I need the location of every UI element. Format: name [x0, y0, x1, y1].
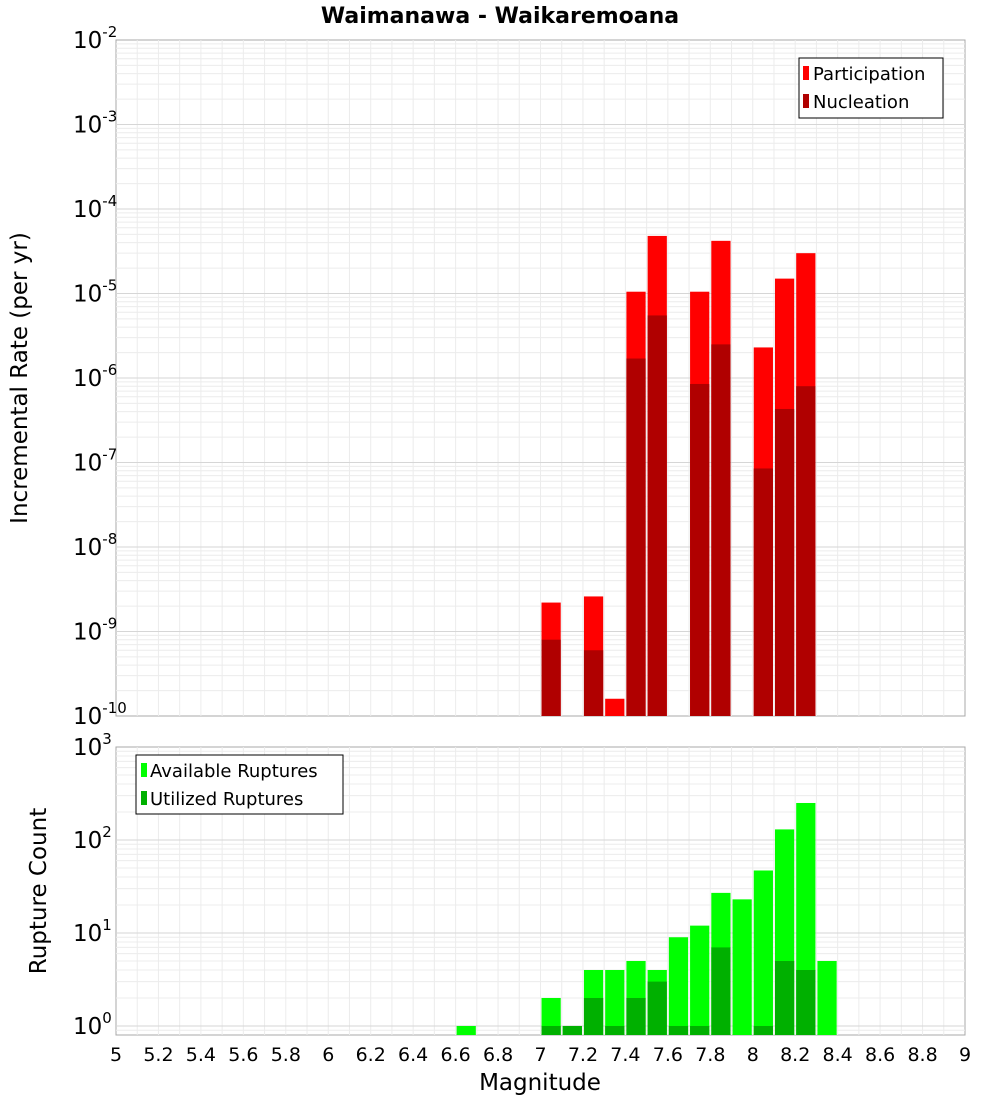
bottom-legend-box — [135, 754, 344, 815]
y-tick-label: 10-9 — [73, 615, 117, 646]
bar-available — [753, 870, 773, 1035]
bar-utilized — [647, 981, 667, 1035]
top-gridlines — [116, 40, 965, 716]
x-tick-label: 7 — [534, 1044, 546, 1066]
legend-swatch-available-ruptures — [141, 763, 147, 777]
x-tick-label: 5.6 — [228, 1044, 258, 1066]
bottom-bars — [456, 802, 837, 1035]
legend-label-participation: Participation — [813, 64, 925, 85]
y-tick-label: 103 — [73, 730, 112, 761]
x-tick-label: 8 — [747, 1044, 759, 1066]
y-tick-label: 10-8 — [73, 530, 117, 561]
bar-available — [668, 937, 689, 1035]
x-tick-label: 7.4 — [610, 1044, 640, 1066]
y-tick-label: 10-10 — [73, 699, 127, 730]
bar-utilized — [774, 960, 795, 1035]
chart-title: Waimanawa - Waikaremoana — [321, 4, 679, 29]
x-tick-label: 8.6 — [865, 1044, 895, 1066]
legend-label-utilized-ruptures: Utilized Ruptures — [150, 789, 303, 810]
bar-available — [605, 969, 625, 1035]
x-tick-label: 9 — [959, 1044, 971, 1066]
legend-swatch-utilized-ruptures — [141, 791, 147, 805]
x-tick-label: 5.4 — [186, 1044, 216, 1066]
bar-utilized — [562, 1025, 582, 1035]
rupture-count-panel: 100 101 102 103 Rupture Count Available Rup… — [26, 730, 966, 1040]
x-tick-label: 8.2 — [780, 1044, 810, 1066]
y-tick-label: 10-4 — [73, 192, 117, 223]
x-tick-label: 7.8 — [695, 1044, 725, 1066]
x-tick-label: 6.8 — [483, 1044, 513, 1066]
x-tick-label: 5.8 — [271, 1044, 301, 1066]
bar-nucleation — [774, 408, 795, 716]
top-y-axis-label: Incremental Rate (per yr) — [7, 232, 33, 524]
y-tick-label: 102 — [73, 823, 112, 854]
bar-utilized — [690, 1025, 710, 1035]
legend-label-nucleation: Nucleation — [813, 92, 909, 113]
x-tick-label: 6.2 — [356, 1044, 386, 1066]
incremental-rate-panel: 10-10 10-9 10-8 10-7 10-6 10-5 10-4 10-3 10-2 In… — [7, 23, 966, 730]
top-legend: Participation Nucleation — [798, 57, 944, 119]
y-tick-label: 101 — [73, 916, 112, 947]
y-tick-label: 10-7 — [73, 446, 117, 477]
x-tick-label: 6.6 — [440, 1044, 470, 1066]
bottom-y-tick-labels: 100 101 102 103 — [73, 730, 112, 1040]
y-tick-label: 10-5 — [73, 277, 117, 308]
bar-utilized — [796, 969, 816, 1035]
bar-utilized — [583, 997, 604, 1035]
top-legend-box — [798, 57, 944, 119]
x-tick-label: 7.6 — [653, 1044, 683, 1066]
bar-nucleation — [753, 468, 773, 716]
top-bars — [541, 235, 816, 716]
y-tick-label: 10-3 — [73, 108, 117, 139]
y-tick-label: 100 — [73, 1009, 112, 1040]
bar-available — [817, 960, 837, 1035]
bar-utilized — [626, 997, 646, 1035]
bar-utilized — [668, 1025, 689, 1035]
bar-nucleation — [796, 386, 816, 716]
bar-nucleation — [541, 639, 561, 716]
bottom-gridlines — [116, 747, 965, 1035]
bar-nucleation — [711, 344, 731, 716]
bar-utilized — [605, 1025, 625, 1035]
bottom-legend: Available Ruptures Utilized Ruptures — [135, 754, 344, 815]
bar-nucleation — [647, 315, 667, 716]
bar-utilized — [541, 1025, 561, 1035]
bar-available — [732, 899, 752, 1035]
bar-available — [541, 997, 561, 1035]
bar-available — [456, 1025, 476, 1035]
x-tick-label: 8.8 — [907, 1044, 937, 1066]
legend-swatch-nucleation — [803, 94, 809, 108]
y-tick-label: 10-2 — [73, 23, 117, 54]
legend-label-available-ruptures: Available Ruptures — [150, 761, 318, 782]
bar-available — [690, 925, 710, 1035]
x-tick-label: 6.4 — [398, 1044, 428, 1066]
x-tick-label: 7.2 — [568, 1044, 598, 1066]
bar-nucleation — [690, 383, 710, 716]
x-tick-label: 6 — [322, 1044, 334, 1066]
x-tick-label: 8.4 — [823, 1044, 853, 1066]
bar-nucleation — [583, 650, 604, 716]
x-tick-label: 5 — [110, 1044, 122, 1066]
bar-utilized — [753, 1025, 773, 1035]
top-y-tick-labels: 10-10 10-9 10-8 10-7 10-6 10-5 10-4 10-3 10-2 — [73, 23, 127, 730]
x-tick-labels: 5 5.2 5.4 5.6 5.8 6 6.2 6.4 6.6 6.8 7 7.2 7.4 7.6 7.8 8… — [110, 1044, 971, 1066]
bar-utilized — [711, 947, 731, 1035]
y-tick-label: 10-6 — [73, 361, 117, 392]
bar-nucleation — [626, 358, 646, 716]
bar-participation — [605, 698, 625, 716]
x-tick-label: 5.2 — [143, 1044, 173, 1066]
legend-swatch-participation — [803, 66, 809, 80]
x-axis-label: Magnitude — [479, 1070, 601, 1096]
bottom-y-axis-label: Rupture Count — [26, 808, 52, 974]
